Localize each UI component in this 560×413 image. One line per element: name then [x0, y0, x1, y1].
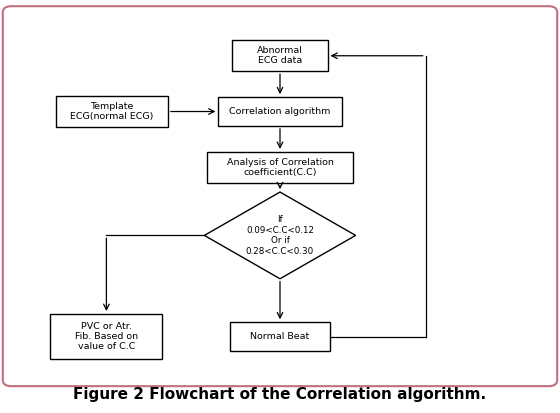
FancyBboxPatch shape [232, 40, 328, 71]
FancyBboxPatch shape [218, 97, 342, 126]
Text: Correlation algorithm: Correlation algorithm [229, 107, 331, 116]
Polygon shape [204, 192, 356, 279]
Text: Abnormal
ECG data: Abnormal ECG data [257, 46, 303, 65]
FancyBboxPatch shape [207, 152, 353, 183]
Text: PVC or Atr.
Fib. Based on
value of C.C: PVC or Atr. Fib. Based on value of C.C [75, 322, 138, 351]
Text: Template
ECG(normal ECG): Template ECG(normal ECG) [71, 102, 153, 121]
Text: Figure 2 Flowchart of the Correlation algorithm.: Figure 2 Flowchart of the Correlation al… [73, 387, 487, 402]
Text: If
0.09<C.C<0.12
Or if
0.28<C.C<0.30: If 0.09<C.C<0.12 Or if 0.28<C.C<0.30 [246, 215, 314, 256]
Text: Analysis of Correlation
coefficient(C.C): Analysis of Correlation coefficient(C.C) [227, 158, 333, 177]
FancyBboxPatch shape [56, 96, 168, 127]
Text: Normal Beat: Normal Beat [250, 332, 310, 341]
FancyBboxPatch shape [3, 6, 557, 386]
FancyBboxPatch shape [50, 314, 162, 359]
FancyBboxPatch shape [230, 322, 330, 351]
